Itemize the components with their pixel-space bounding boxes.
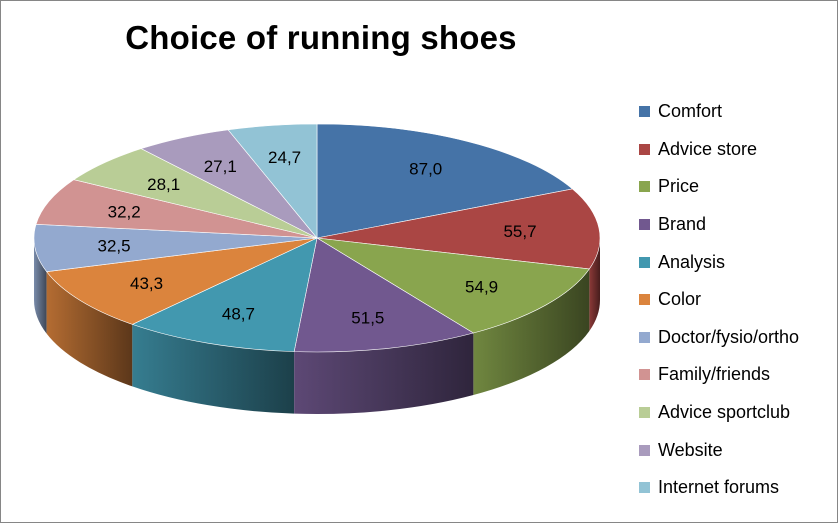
legend-item-doctor-fysio-ortho[interactable]: Doctor/fysio/ortho bbox=[639, 319, 835, 357]
data-label-advice-sportclub: 28,1 bbox=[147, 175, 180, 194]
legend-swatch bbox=[639, 482, 650, 494]
legend-item-family-friends[interactable]: Family/friends bbox=[639, 356, 835, 394]
legend-swatch bbox=[639, 444, 650, 456]
legend-label: Advice sportclub bbox=[658, 402, 791, 423]
data-label-analysis: 48,7 bbox=[222, 305, 255, 324]
legend-item-brand[interactable]: Brand bbox=[639, 206, 835, 244]
data-label-brand: 51,5 bbox=[351, 308, 384, 327]
legend-swatch bbox=[639, 106, 650, 118]
legend-item-internet-forums[interactable]: Internet forums bbox=[639, 469, 835, 507]
pie-slice-doctor-fysio-ortho[interactable] bbox=[33, 223, 318, 272]
legend: Comfort Advice store Price Brand Analysis Col… bbox=[639, 93, 835, 507]
data-label-family-friends: 32,2 bbox=[108, 202, 141, 221]
legend-swatch bbox=[639, 256, 650, 268]
pie-side-doctor-fysio-ortho bbox=[34, 238, 47, 334]
legend-swatch bbox=[639, 143, 650, 155]
legend-swatch bbox=[639, 181, 650, 193]
legend-swatch bbox=[639, 407, 650, 419]
pie-chart: 87,0 55,7 54,9 51,5 48,7 43,3 32,5 32,2 28,1 27,1… bbox=[33, 123, 601, 414]
pie-side-analysis bbox=[132, 324, 295, 414]
pie-side-brand bbox=[294, 333, 474, 414]
legend-label: Price bbox=[658, 176, 700, 197]
pie-side-advice-store bbox=[589, 238, 600, 331]
legend-swatch bbox=[639, 294, 650, 306]
legend-label: Internet forums bbox=[658, 477, 780, 498]
legend-label: Brand bbox=[658, 214, 707, 235]
legend-item-comfort[interactable]: Comfort bbox=[639, 93, 835, 131]
legend-item-advice-sportclub[interactable]: Advice sportclub bbox=[639, 394, 835, 432]
pie-slice-brand[interactable] bbox=[293, 237, 475, 353]
legend-item-analysis[interactable]: Analysis bbox=[639, 243, 835, 281]
legend-swatch bbox=[639, 369, 650, 381]
pie-slice-price[interactable] bbox=[316, 237, 590, 334]
legend-label: Color bbox=[658, 289, 702, 310]
legend-swatch bbox=[639, 219, 650, 231]
pie-slice-comfort[interactable] bbox=[316, 123, 574, 239]
legend-label: Doctor/fysio/ortho bbox=[658, 326, 800, 347]
legend-label: Comfort bbox=[658, 101, 723, 122]
data-label-internet-forums: 24,7 bbox=[268, 148, 301, 167]
pie-slice-internet-forums[interactable] bbox=[227, 123, 318, 239]
data-label-doctor-fysio-ortho: 32,5 bbox=[98, 236, 131, 255]
pie-slice-family-friends[interactable] bbox=[35, 179, 318, 239]
legend-item-advice-store[interactable]: Advice store bbox=[639, 131, 835, 169]
pie-side-color bbox=[46, 271, 133, 387]
legend-label: Website bbox=[658, 439, 723, 460]
legend-label: Advice store bbox=[658, 138, 758, 159]
legend-swatch bbox=[639, 331, 650, 343]
legend-label: Family/friends bbox=[658, 364, 771, 385]
legend-item-website[interactable]: Website bbox=[639, 431, 835, 469]
pie-side-price bbox=[473, 268, 590, 396]
data-label-color: 43,3 bbox=[130, 274, 163, 293]
chart-title: Choice of running shoes bbox=[125, 19, 517, 56]
legend-label: Analysis bbox=[658, 251, 726, 272]
data-label-price: 54,9 bbox=[465, 277, 498, 296]
data-label-advice-store: 55,7 bbox=[503, 222, 536, 241]
legend-item-color[interactable]: Color bbox=[639, 281, 835, 319]
pie-slice-color[interactable] bbox=[46, 237, 318, 325]
legend-item-price[interactable]: Price bbox=[639, 168, 835, 206]
pie-slice-analysis[interactable] bbox=[131, 237, 318, 352]
pie-slice-advice-store[interactable] bbox=[316, 188, 601, 270]
data-label-website: 27,1 bbox=[204, 157, 237, 176]
data-label-comfort: 87,0 bbox=[409, 160, 442, 179]
